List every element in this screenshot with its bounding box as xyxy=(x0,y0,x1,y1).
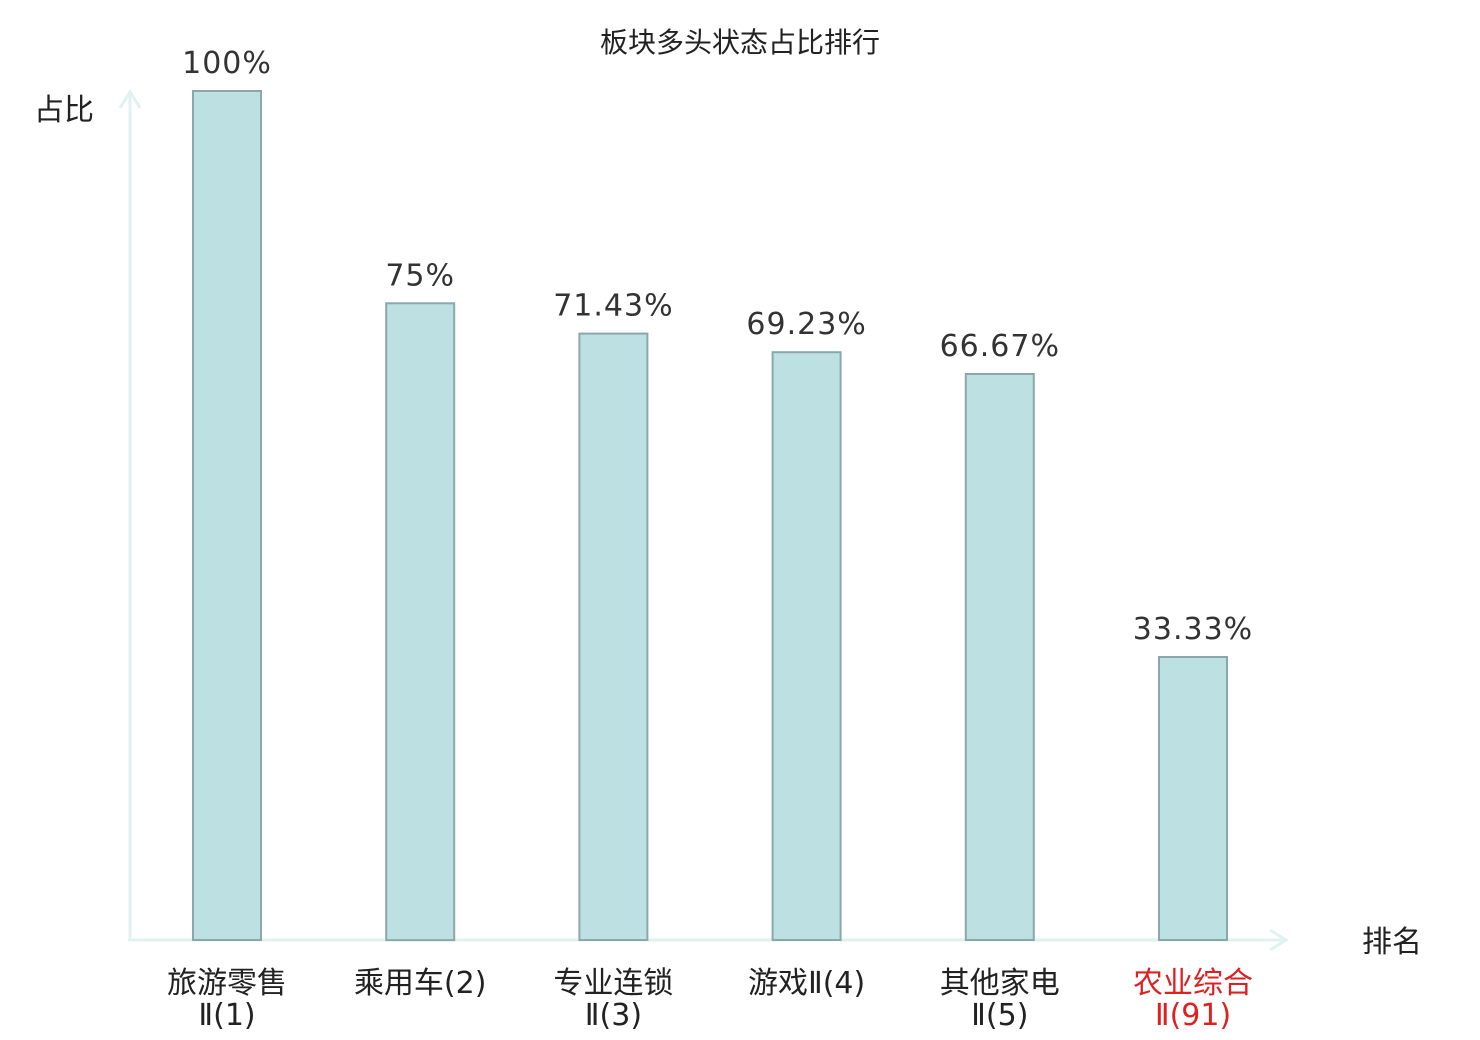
value-labels-group: 100% 75% 71.43% 69.23% 66.67% 33.33% xyxy=(182,46,1253,647)
y-axis-label: 占比 xyxy=(34,93,94,128)
bar-value-label: 100% xyxy=(182,46,272,81)
category-label-line2: Ⅱ(1) xyxy=(198,998,255,1033)
bar xyxy=(964,373,1035,941)
bar xyxy=(771,351,842,941)
category-label-line2: Ⅱ(91) xyxy=(1155,998,1231,1033)
bars-group xyxy=(192,90,1228,942)
category-label: 游戏Ⅱ(4) xyxy=(748,966,865,1001)
bar-value-label: 66.67% xyxy=(940,329,1060,364)
bar-value-label: 69.23% xyxy=(746,307,866,342)
category-label: 专业连锁 xyxy=(553,966,673,1001)
x-axis-label: 排名 xyxy=(1362,925,1422,960)
bar xyxy=(1158,656,1228,941)
category-label: 乘用车(2) xyxy=(354,966,487,1001)
category-label-line2: Ⅱ(5) xyxy=(971,998,1028,1033)
bar-value-label: 33.33% xyxy=(1133,612,1253,647)
category-label-line2: Ⅱ(3) xyxy=(585,998,642,1033)
x-axis-arrow xyxy=(1269,928,1289,952)
bar xyxy=(192,90,262,941)
category-label: 农业综合 xyxy=(1133,966,1253,1001)
bar xyxy=(385,302,456,942)
y-axis-arrow xyxy=(118,89,142,109)
bar-value-label: 75% xyxy=(385,258,455,293)
y-axis: 占比 xyxy=(34,89,142,940)
chart-title: 板块多头状态占比排行 xyxy=(600,26,880,59)
x-axis: 排名 xyxy=(128,925,1422,960)
bar-value-label: 71.43% xyxy=(553,289,673,324)
category-label: 旅游零售 xyxy=(167,966,287,1001)
category-label: 其他家电 xyxy=(940,966,1060,1001)
bar xyxy=(578,332,649,942)
